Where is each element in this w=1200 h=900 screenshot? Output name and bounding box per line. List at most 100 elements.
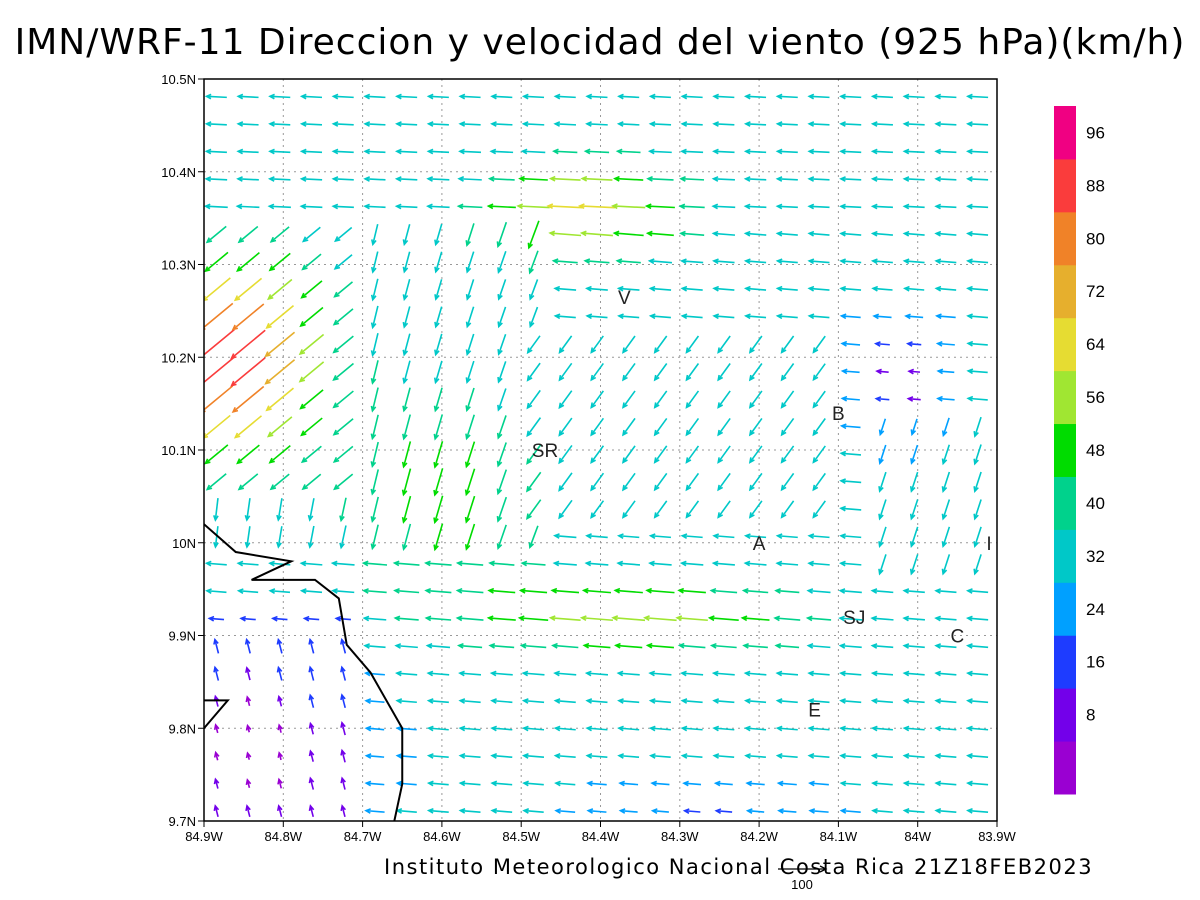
wind-arrow xyxy=(401,495,412,524)
x-tick-label: 84.9W xyxy=(185,829,223,844)
wind-arrow xyxy=(551,258,578,265)
wind-arrow xyxy=(205,473,227,491)
wind-arrow xyxy=(875,368,889,375)
wind-arrow xyxy=(332,362,354,382)
wind-arrow xyxy=(585,93,608,100)
wind-arrow xyxy=(712,93,735,100)
wind-arrow xyxy=(941,554,951,576)
wind-arrow xyxy=(909,499,919,521)
wind-arrow xyxy=(204,121,227,127)
wind-arrow xyxy=(839,670,862,677)
wind-arrow xyxy=(402,360,411,385)
wind-arrow xyxy=(521,121,545,127)
wind-arrow xyxy=(433,468,444,497)
wind-arrow xyxy=(680,148,704,155)
wind-arrow xyxy=(265,305,295,329)
wind-arrow xyxy=(909,471,919,493)
wind-arrow xyxy=(496,469,508,496)
wind-arrow xyxy=(645,587,675,594)
wind-arrow xyxy=(871,285,893,292)
wind-arrow xyxy=(299,588,323,594)
wind-arrow xyxy=(585,313,608,320)
wind-arrow xyxy=(579,230,613,237)
wind-arrow xyxy=(806,588,831,594)
wind-arrow xyxy=(395,698,417,704)
wind-arrow xyxy=(204,176,228,182)
wind-arrow xyxy=(839,753,862,759)
wind-arrow xyxy=(590,390,605,409)
wind-arrow xyxy=(370,441,379,469)
wind-arrow xyxy=(521,698,545,704)
wind-arrow xyxy=(585,725,608,732)
wind-arrow xyxy=(973,444,982,466)
wind-arrow xyxy=(299,176,323,182)
wind-arrow xyxy=(717,335,731,354)
wind-arrow xyxy=(425,643,451,649)
wind-arrow xyxy=(546,203,584,210)
wind-arrow xyxy=(966,176,989,182)
wind-arrow xyxy=(743,533,767,539)
wind-arrow xyxy=(204,302,234,331)
wind-arrow xyxy=(363,148,386,155)
wind-arrow xyxy=(457,176,482,182)
wind-arrow xyxy=(870,258,893,265)
wind-arrow xyxy=(496,221,508,249)
wind-arrow xyxy=(773,615,801,622)
wind-arrow xyxy=(966,148,989,155)
wind-arrow xyxy=(878,526,887,548)
wind-arrow xyxy=(873,341,890,347)
wind-arrow xyxy=(548,175,581,182)
wind-arrow xyxy=(966,285,989,292)
wind-arrow xyxy=(433,523,444,552)
wind-arrow xyxy=(490,121,513,127)
wind-arrow xyxy=(902,725,925,732)
wind-arrow xyxy=(401,523,412,551)
wind-arrow xyxy=(426,176,450,182)
wind-arrow xyxy=(402,251,411,274)
wind-arrow xyxy=(267,176,291,182)
wind-arrow xyxy=(870,588,894,594)
wind-arrow xyxy=(870,176,893,182)
wind-arrow xyxy=(648,560,672,567)
speed-colorbar: 96 88 80 72 64 56 48 40 32 24 16 8 xyxy=(1054,106,1105,795)
wind-arrow xyxy=(213,498,219,522)
wind-arrow xyxy=(775,230,798,237)
wind-arrow xyxy=(558,472,573,492)
wind-arrow xyxy=(616,560,641,567)
wind-arrow xyxy=(780,445,795,464)
wind-arrow xyxy=(363,203,386,210)
wind-arrow xyxy=(370,251,379,274)
wind-arrow xyxy=(517,615,549,622)
wind-arrow xyxy=(526,417,542,438)
wind-arrow xyxy=(780,417,795,437)
wind-arrow xyxy=(301,226,321,243)
colorbar-label: 72 xyxy=(1086,282,1105,301)
wind-arrow xyxy=(677,587,706,594)
wind-arrow xyxy=(585,121,608,127)
wind-arrow xyxy=(308,804,315,818)
wind-arrow xyxy=(680,725,703,732)
longitude-axis: 84.9W 84.8W 84.7W 84.6W 84.5W 84.4W 84.3W 84.2W… xyxy=(185,821,1017,844)
wind-arrow xyxy=(748,335,763,354)
wind-arrow xyxy=(434,333,443,357)
wind-arrow xyxy=(333,254,353,270)
wind-arrow xyxy=(236,560,259,567)
wind-arrow xyxy=(872,313,892,320)
wind-arrow xyxy=(299,93,323,100)
wind-arrow xyxy=(434,251,443,274)
wind-arrow xyxy=(204,385,234,413)
wind-arrow xyxy=(902,230,925,237)
colorbar-label: 40 xyxy=(1086,494,1105,513)
colorbar-swatch xyxy=(1054,635,1076,689)
wind-arrow xyxy=(871,808,893,814)
wind-arrow xyxy=(489,670,513,677)
wind-arrow xyxy=(775,725,798,732)
wind-arrow xyxy=(301,253,322,271)
wind-arrow xyxy=(394,148,418,155)
wind-arrow xyxy=(648,285,672,292)
wind-arrow xyxy=(236,93,259,100)
wind-arrow xyxy=(807,753,830,759)
wind-arrow xyxy=(426,780,449,787)
wind-arrow xyxy=(426,808,449,814)
